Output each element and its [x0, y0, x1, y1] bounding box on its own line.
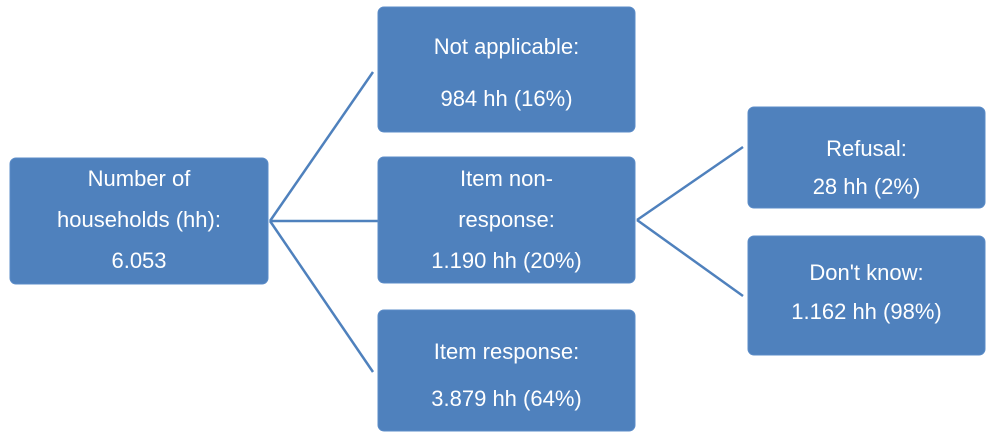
- node-label: 1.162 hh (98%): [791, 299, 941, 324]
- node-box: [377, 156, 636, 284]
- node-label: 6.053: [111, 248, 166, 273]
- connector: [268, 71, 375, 222]
- node-label: 3.879 hh (64%): [431, 386, 581, 411]
- node-box: [747, 106, 986, 209]
- node-label: Refusal:: [826, 136, 907, 161]
- node-label: 1.190 hh (20%): [431, 248, 581, 273]
- node-label: Not applicable:: [434, 34, 580, 59]
- node-label: Item non-: [460, 166, 553, 191]
- connector: [636, 145, 744, 222]
- node-box: [747, 235, 986, 356]
- node-box: [377, 309, 636, 432]
- node-label: Don't know:: [809, 260, 923, 285]
- node-box: [9, 157, 269, 285]
- node-label: Number of: [88, 166, 192, 191]
- connector: [636, 218, 744, 298]
- node-label: households (hh):: [57, 207, 221, 232]
- node-label: Item response:: [434, 339, 580, 364]
- node-label: 28 hh (2%): [813, 174, 921, 199]
- node-label: 984 hh (16%): [440, 86, 572, 111]
- connector: [268, 220, 375, 373]
- node-box: [377, 6, 636, 133]
- node-label: response:: [458, 207, 555, 232]
